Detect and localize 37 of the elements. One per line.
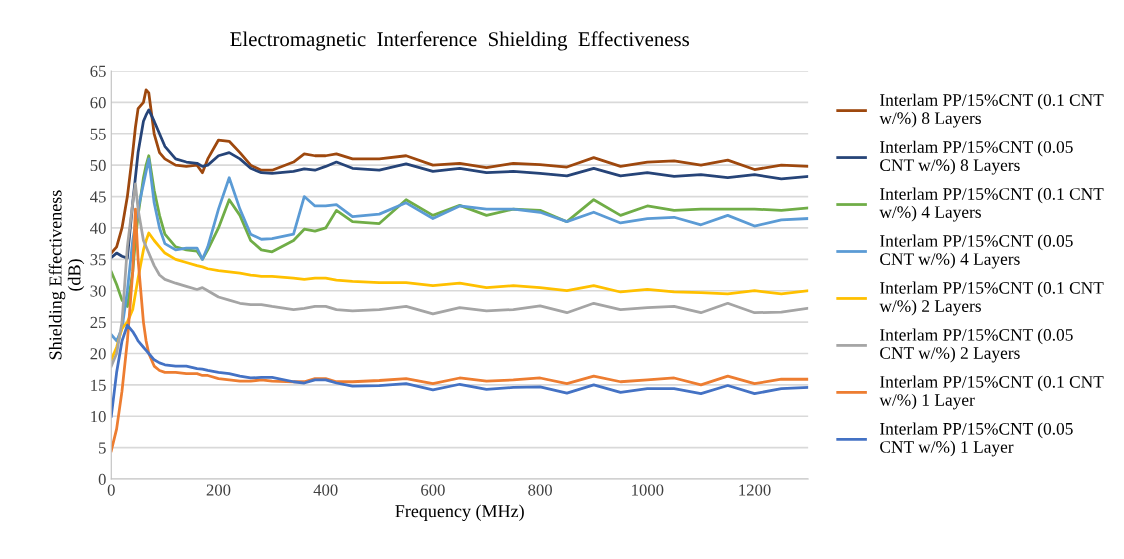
x-tick-label: 800 [528, 484, 552, 496]
y-tick-label: 0 [98, 473, 106, 486]
line-series [111, 323, 809, 418]
y-tick-label: 20 [90, 348, 106, 360]
legend-label: Interlam PP/15%CNT (0.1 CNT w/%) 4 Layers [879, 187, 1104, 222]
x-tick-label: 1000 [632, 484, 664, 496]
y-axis-title: Shielding Effectiveness (dB) [48, 190, 85, 360]
y-tick-label: 5 [99, 442, 106, 454]
chart-title: Electromagnetic Interference Shielding Effectiveness [230, 31, 689, 51]
line-series [111, 231, 809, 362]
y-tick-label: 60 [90, 97, 106, 109]
line-series [111, 157, 809, 343]
legend-label: Interlam PP/15%CNT (0.05 CNT w/%) 8 Layers [880, 140, 1073, 175]
x-tick-label: 200 [206, 484, 231, 496]
legend-label: Interlam PP/15%CNT (0.05 CNT w/%) 1 Layer [880, 422, 1073, 457]
y-tick-label: 55 [90, 128, 106, 140]
y-tick-label: 30 [90, 285, 106, 297]
y-tick-label: 50 [90, 159, 106, 172]
x-axis-title: Frequency (MHz) [395, 504, 524, 522]
x-tick-label: 0 [107, 484, 115, 496]
line-series [111, 182, 809, 368]
line-series [111, 207, 809, 453]
legend-label: Interlam PP/15%CNT (0.1 CNT w/%) 2 Layers [879, 281, 1104, 316]
legend-label: Interlam PP/15%CNT (0.05 CNT w/%) 4 Layers [880, 234, 1073, 269]
y-tick-label: 15 [91, 379, 106, 391]
y-tick-label: 10 [91, 410, 106, 423]
y-tick-label: 35 [90, 254, 106, 266]
x-tick-label: 400 [313, 484, 338, 496]
y-tick-label: 65 [90, 65, 106, 77]
legend-label: Interlam PP/15%CNT (0.1 CNT w/%) 8 Layers [879, 93, 1104, 128]
y-tick-label: 25 [90, 316, 106, 329]
y-tick-label: 45 [90, 191, 106, 203]
legend-label: Interlam PP/15%CNT (0.1 CNT w/%) 1 Layer [879, 375, 1104, 410]
y-tick-label: 40 [90, 222, 106, 234]
x-tick-label: 600 [421, 484, 445, 496]
legend-label: Interlam PP/15%CNT (0.05 CNT w/%) 2 Layers [880, 328, 1073, 363]
x-tick-label: 1200 [739, 484, 771, 496]
